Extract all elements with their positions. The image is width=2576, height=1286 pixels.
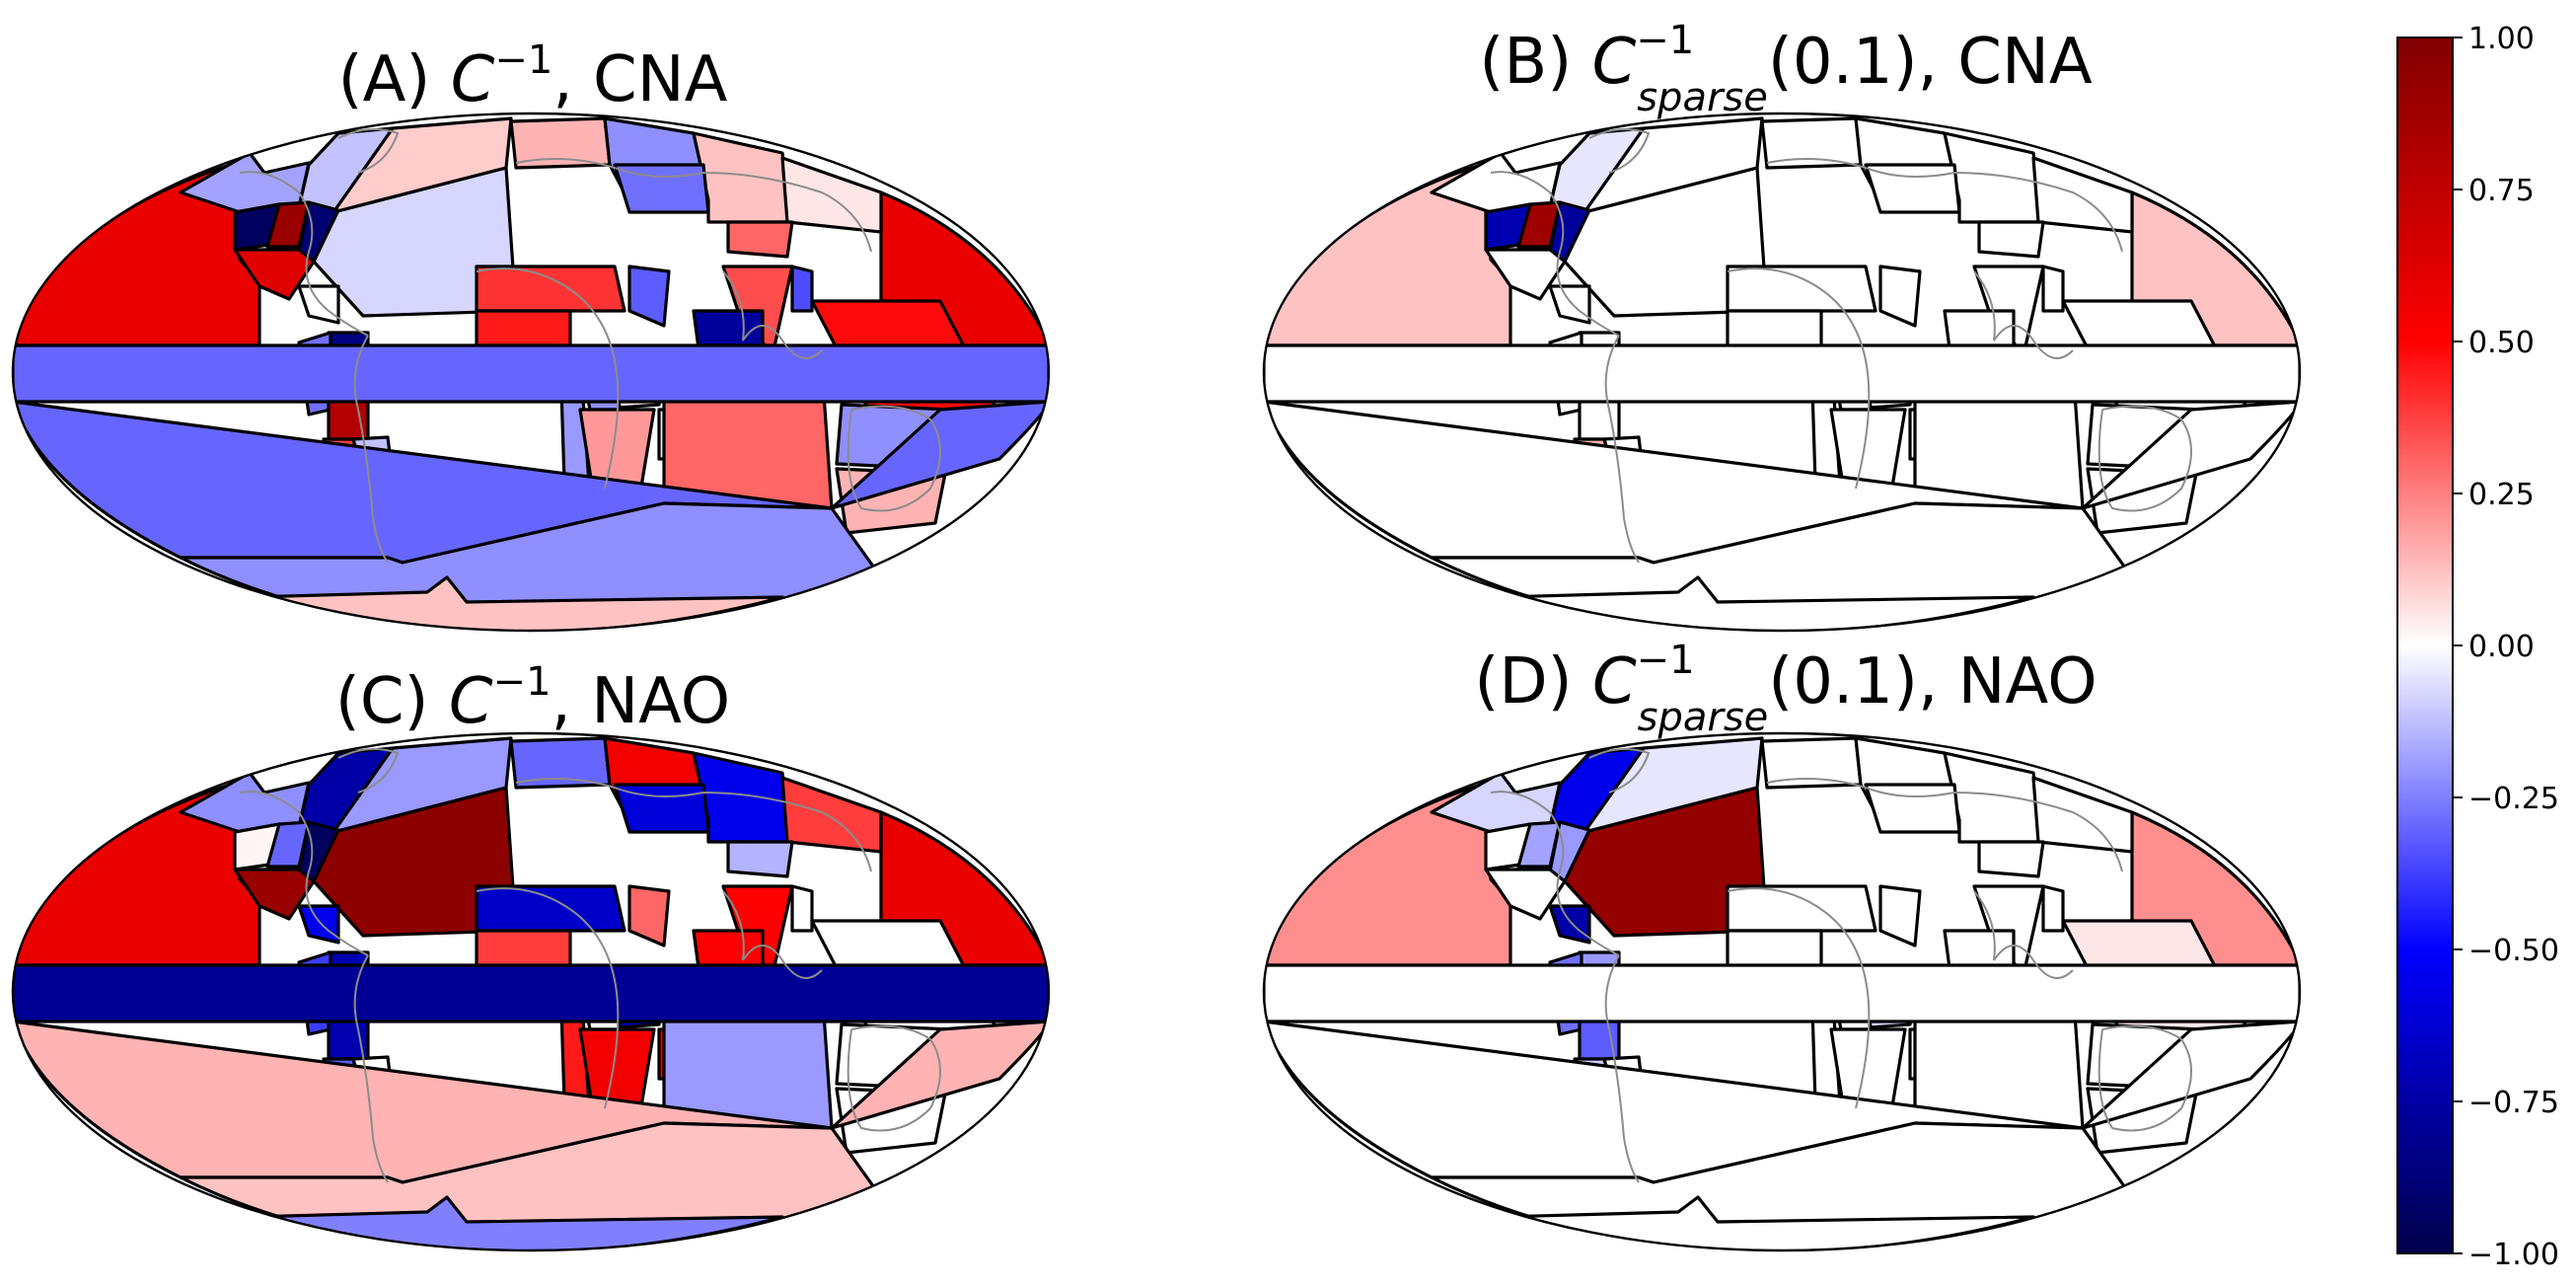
- region-asia-ne: [726, 220, 794, 259]
- coastline: [2098, 1024, 2192, 1132]
- coastline: [1490, 171, 1620, 337]
- globe-outline: [1262, 112, 2302, 633]
- region-middle-east: [627, 884, 671, 947]
- coastline: [846, 1024, 941, 1132]
- region-mediterranean: [475, 265, 626, 313]
- globe-outline: [11, 112, 1051, 633]
- region-mediterranean: [1726, 884, 1877, 933]
- map-panel-a: [11, 112, 1051, 633]
- region-greenland: [1582, 736, 1764, 834]
- region-asia-n-e: [2031, 156, 2134, 234]
- region-east-asia: [790, 884, 814, 933]
- panel-b: (B) C−1 sparse(0.1), CNA: [1262, 18, 2302, 633]
- coastline: [1766, 158, 2123, 253]
- panel-c-title: (C) C−1, NAO: [335, 659, 730, 738]
- map-panel-c: [11, 731, 1051, 1252]
- coastline: [722, 270, 823, 359]
- coastline: [1490, 791, 1620, 956]
- coastline: [1588, 128, 1651, 174]
- coastline: [1973, 270, 2074, 359]
- region-asia-ne: [1977, 220, 2045, 259]
- coastline: [1766, 778, 2123, 872]
- coastline: [1727, 887, 1871, 1109]
- colorbar-tick-label: −0.50: [2468, 934, 2559, 968]
- colorbar-tick-label: 0.00: [2468, 630, 2535, 664]
- panel-b-title: (B) C−1 sparse(0.1), CNA: [1479, 18, 2092, 120]
- region-tropics-band: [1264, 343, 2300, 404]
- region-greenland: [331, 736, 513, 834]
- coastline: [337, 748, 400, 794]
- globe-outline: [11, 731, 1051, 1252]
- panel-c: (C) C−1, NAO: [11, 659, 1051, 1252]
- coastline: [337, 128, 400, 174]
- coastline: [239, 171, 369, 337]
- colorbar-ticks: 1.00 0.75 0.50 0.25 0.00 −0.25 −0.50 −0.75 −1.00: [2453, 22, 2559, 1272]
- region-asia-n-w: [1864, 163, 1961, 214]
- region-na-west: [233, 868, 316, 921]
- region-asia-n-e: [780, 776, 883, 854]
- region-asia-n-e: [780, 156, 883, 234]
- region-central-america: [297, 284, 340, 325]
- region-na-west: [1484, 248, 1567, 301]
- colorbar-tick-label: 0.75: [2468, 174, 2535, 208]
- region-na-west: [1484, 868, 1567, 921]
- region-central-america: [1548, 284, 1591, 325]
- region-mediterranean: [1726, 265, 1877, 313]
- coastline: [846, 405, 941, 512]
- panel-a-title: (A) C−1, CNA: [338, 38, 728, 116]
- coastline: [476, 887, 620, 1109]
- coastline: [515, 158, 872, 253]
- coastline: [353, 335, 389, 564]
- region-middle-east: [1878, 265, 1922, 328]
- globe-outline: [1262, 731, 2302, 1252]
- region-east-asia: [790, 265, 814, 313]
- panel-d-title: (D) C−1 sparse(0.1), NAO: [1474, 638, 2097, 740]
- coastline: [1604, 954, 1640, 1183]
- coastline: [2098, 405, 2192, 512]
- map-panel-b: [1262, 112, 2302, 633]
- colorbar-tick-label: −1.00: [2468, 1238, 2559, 1272]
- region-east-asia: [2041, 884, 2065, 933]
- region-mediterranean: [475, 884, 626, 933]
- region-greenland: [331, 116, 513, 214]
- colorbar-tick-label: −0.25: [2468, 782, 2559, 816]
- colorbar: 1.00 0.75 0.50 0.25 0.00 −0.25 −0.50 −0.75 −1.00: [2396, 22, 2559, 1272]
- region-central-america: [1548, 904, 1591, 945]
- coastline: [239, 791, 369, 956]
- region-central-america: [297, 904, 340, 945]
- region-middle-east: [627, 265, 671, 328]
- colorbar-tick-label: 0.50: [2468, 326, 2535, 360]
- coastline: [1727, 267, 1871, 490]
- coastline: [1973, 890, 2074, 979]
- map-panel-d: [1262, 731, 2302, 1252]
- colorbar-tick-label: −0.75: [2468, 1086, 2559, 1120]
- region-east-asia: [2041, 265, 2065, 313]
- region-na-west: [233, 248, 316, 301]
- region-asia-n-w: [613, 783, 710, 834]
- coastline: [722, 890, 823, 979]
- region-greenland: [1582, 116, 1764, 214]
- region-asia-n-w: [613, 163, 710, 214]
- region-middle-east: [1878, 884, 1922, 947]
- coastline: [515, 778, 872, 872]
- coastline: [1604, 335, 1640, 564]
- region-asia-ne: [1977, 840, 2045, 878]
- coastline: [1588, 748, 1651, 794]
- colorbar-tick-label: 1.00: [2468, 22, 2535, 56]
- region-tropics-band: [13, 963, 1049, 1023]
- panel-d: (D) C−1 sparse(0.1), NAO: [1262, 638, 2302, 1252]
- region-tropics-band: [13, 343, 1049, 404]
- coastline: [353, 954, 389, 1183]
- region-asia-ne: [726, 840, 794, 878]
- panel-a: (A) C−1, CNA: [11, 38, 1051, 633]
- coastline: [476, 267, 620, 490]
- colorbar-gradient: [2396, 37, 2454, 1254]
- region-asia-n-e: [2031, 776, 2134, 854]
- region-asia-n-w: [1864, 783, 1961, 834]
- region-tropics-band: [1264, 963, 2300, 1023]
- colorbar-tick-label: 0.25: [2468, 478, 2535, 512]
